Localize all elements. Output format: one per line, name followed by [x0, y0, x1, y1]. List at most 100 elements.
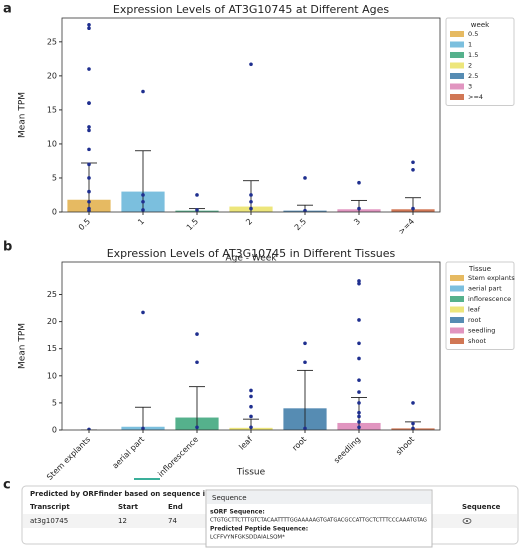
- legend-swatch: [450, 83, 464, 90]
- x-tick-label: 3: [352, 217, 362, 227]
- data-point: [303, 341, 307, 346]
- data-point: [303, 360, 307, 365]
- x-tick-label: >=4: [397, 217, 416, 236]
- data-point: [195, 193, 199, 197]
- error-bar: [189, 386, 205, 430]
- y-axis-label: Mean TPM: [18, 323, 28, 369]
- popup-label: sORF Sequence:: [210, 509, 265, 516]
- legend-label: seedling: [468, 327, 495, 335]
- column-header: Start: [118, 503, 139, 511]
- data-point: [303, 426, 307, 430]
- data-point: [141, 426, 145, 430]
- x-tick-label: seedling: [332, 435, 362, 465]
- column-header: Transcript: [30, 503, 70, 511]
- data-point: [249, 414, 253, 419]
- legend-swatch: [450, 62, 464, 69]
- data-point: [357, 414, 361, 419]
- data-point: [141, 199, 145, 204]
- legend-swatch: [450, 52, 464, 58]
- data-point: [87, 23, 91, 27]
- panel-label: a: [3, 2, 12, 17]
- x-tick-label: shoot: [394, 435, 416, 457]
- y-tick-label: 20: [47, 71, 57, 80]
- legend-label: root: [468, 316, 481, 324]
- data-point: [411, 160, 415, 165]
- x-tick-label: 0.5: [77, 217, 92, 232]
- table-cell: 12: [118, 517, 127, 525]
- legend-swatch: [450, 31, 464, 37]
- legend-label: 2.5: [468, 72, 478, 80]
- plot-frame: [61, 261, 441, 431]
- data-point: [357, 425, 361, 430]
- data-point: [411, 206, 415, 211]
- data-point: [411, 167, 415, 172]
- data-point: [249, 62, 253, 67]
- legend-swatch: [450, 73, 464, 79]
- legend-swatch: [450, 41, 464, 48]
- data-point: [249, 394, 253, 399]
- popup-title: Sequence: [212, 494, 247, 502]
- data-point: [87, 199, 91, 204]
- y-tick-label: 15: [47, 344, 57, 353]
- data-point: [87, 162, 91, 167]
- x-tick-label: aerial part: [111, 435, 147, 471]
- legend-swatch: [450, 94, 464, 100]
- data-point: [357, 420, 361, 424]
- chart-title: Expression Levels of AT3G10745 in Differ…: [107, 247, 396, 260]
- data-point: [411, 421, 415, 426]
- legend-title: Tissue: [468, 265, 491, 273]
- data-point: [357, 390, 361, 394]
- data-point: [357, 378, 361, 382]
- data-point: [303, 208, 307, 212]
- popup-text: CTGTGCTTCTTTGTCTACAATTTTGGAAAAAGTGATGACG…: [210, 518, 427, 524]
- popup-text: LCFFVYNFGKSDDAIALSQM*: [210, 535, 285, 541]
- legend-label: inflorescence: [468, 295, 511, 303]
- data-point: [249, 404, 253, 409]
- data-point: [87, 176, 91, 180]
- data-point: [357, 410, 361, 415]
- table-cell: 74: [168, 517, 177, 525]
- data-point: [357, 356, 361, 361]
- data-point: [357, 206, 361, 211]
- y-tick-label: 10: [47, 139, 57, 148]
- y-tick-label: 10: [47, 371, 57, 380]
- data-point: [87, 125, 91, 129]
- legend-swatch: [450, 327, 464, 334]
- x-tick-label: inflorescence: [156, 435, 200, 479]
- view-icon[interactable]: [462, 518, 472, 524]
- y-axis-label: Mean TPM: [18, 92, 28, 138]
- plot: [67, 23, 435, 212]
- legend-swatch: [450, 306, 464, 313]
- y-tick-label: 15: [47, 105, 57, 114]
- data-point: [87, 208, 91, 212]
- plot-frame: [61, 17, 441, 213]
- data-point: [195, 425, 199, 430]
- table-cell: at3g10745: [30, 517, 68, 525]
- chart-title: Expression Levels of AT3G10745 at Differ…: [113, 3, 389, 16]
- panel-label: c: [3, 478, 11, 493]
- y-tick-label: 0: [52, 426, 57, 435]
- legend-label: >=4: [468, 93, 483, 101]
- legend-label: 0.5: [468, 30, 478, 38]
- legend-label: Stem explants: [468, 274, 515, 282]
- x-tick-label: 1.5: [185, 217, 200, 232]
- y-tick-label: 0: [52, 208, 57, 217]
- legend-swatch: [450, 296, 464, 302]
- y-tick-label: 20: [47, 317, 57, 326]
- legend-label: shoot: [468, 337, 486, 345]
- y-tick-label: 5: [52, 398, 57, 407]
- data-point: [357, 401, 361, 405]
- data-point: [141, 193, 145, 197]
- data-point: [411, 401, 415, 405]
- legend-swatch: [450, 317, 464, 323]
- data-point: [249, 193, 253, 197]
- panel-label: b: [3, 240, 12, 255]
- legend-label: 3: [468, 83, 472, 91]
- legend-label: 1.5: [468, 51, 478, 59]
- data-point: [195, 360, 199, 365]
- x-tick-label: 2: [244, 217, 254, 227]
- data-point: [411, 426, 415, 430]
- data-point: [141, 89, 145, 94]
- legend-label: 1: [468, 41, 472, 49]
